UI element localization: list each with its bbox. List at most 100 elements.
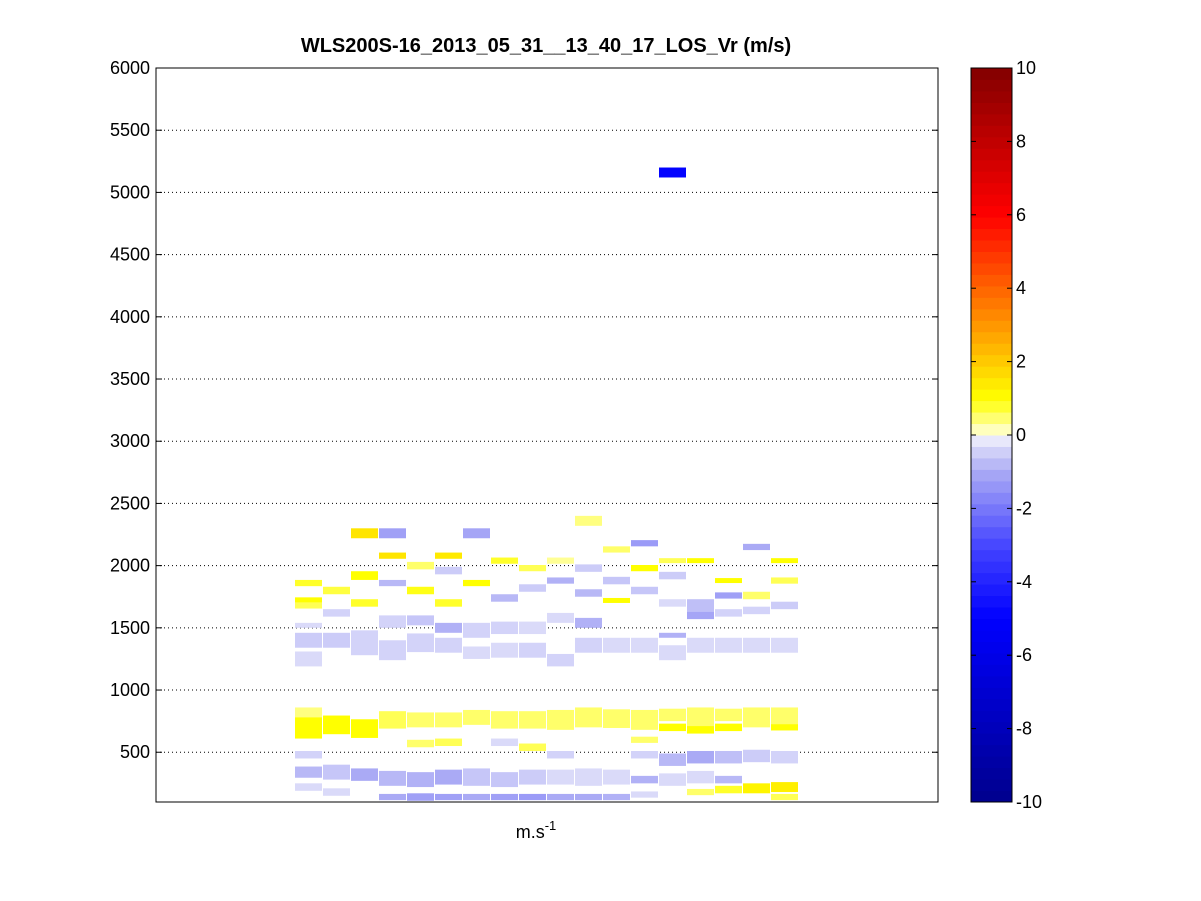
heatmap-cell: [743, 606, 770, 615]
heatmap-cell: [519, 711, 546, 729]
heatmap-cell: [491, 772, 518, 788]
heatmap-cell: [687, 599, 714, 612]
heatmap-cell: [631, 736, 658, 743]
colorbar-band: [971, 400, 1012, 413]
heatmap-cell: [323, 632, 350, 648]
colorbar-band: [971, 503, 1012, 516]
colorbar-tick-label: 2: [1016, 352, 1026, 372]
colorbar-band: [971, 217, 1012, 230]
colorbar-band: [971, 251, 1012, 264]
colorbar-band: [971, 492, 1012, 505]
colorbar-band: [971, 664, 1012, 677]
heatmap-cell: [491, 711, 518, 729]
heatmap-cell: [771, 750, 798, 764]
heatmap-cell: [463, 622, 490, 638]
heatmap-cell: [687, 637, 714, 653]
heatmap-cell: [547, 557, 574, 564]
heatmap-cell: [295, 632, 322, 648]
colorbar-band: [971, 79, 1012, 92]
colorbar-band: [971, 607, 1012, 619]
heatmap-cell: [715, 775, 742, 784]
heatmap-cell: [435, 599, 462, 607]
y-tick-label: 3000: [110, 431, 150, 451]
heatmap-cell: [519, 769, 546, 785]
heatmap-cell: [603, 576, 630, 585]
heatmap-cell: [659, 558, 686, 564]
y-tick-label: 3500: [110, 369, 150, 389]
colorbar-band: [971, 584, 1012, 597]
colorbar-band: [971, 285, 1012, 298]
heatmap-cell: [379, 770, 406, 786]
heatmap-cell: [631, 775, 658, 784]
colorbar-band: [971, 629, 1012, 642]
heatmap-cell: [547, 750, 574, 759]
heatmap-cell: [743, 543, 770, 551]
heatmap-cell: [379, 793, 406, 801]
heatmap-cell: [435, 712, 462, 728]
colorbar-band: [971, 377, 1012, 390]
colorbar-band: [971, 308, 1012, 321]
heatmap-cell: [631, 750, 658, 759]
colorbar-band: [971, 526, 1012, 539]
heatmap-cell: [603, 546, 630, 553]
colorbar-band: [971, 756, 1012, 769]
heatmap-cell: [743, 783, 770, 794]
colorbar-band: [971, 572, 1012, 585]
colorbar-band: [971, 538, 1012, 551]
colorbar-band: [971, 320, 1012, 333]
colorbar-band: [971, 675, 1012, 688]
colorbar-tick-label: -10: [1016, 792, 1042, 812]
heatmap-cell: [295, 750, 322, 759]
colorbar-band: [971, 595, 1012, 608]
colorbar-band: [971, 262, 1012, 275]
heatmap-cell: [435, 637, 462, 653]
heatmap-cell: [743, 707, 770, 728]
colorbar-band: [971, 297, 1012, 310]
plot-background: [156, 68, 938, 802]
heatmap-cell: [519, 743, 546, 751]
heatmap-cell: [295, 602, 322, 609]
heatmap-cell: [323, 764, 350, 780]
heatmap-cell: [407, 615, 434, 626]
x-axis-label-exponent: -1: [545, 818, 557, 833]
heatmap-cell: [743, 749, 770, 763]
heatmap-cell: [379, 711, 406, 729]
y-tick-label: 1000: [110, 680, 150, 700]
colorbar-band: [971, 435, 1012, 447]
colorbar-tick-label: 6: [1016, 205, 1026, 225]
heatmap-cell: [631, 709, 658, 730]
colorbar-band: [971, 194, 1012, 207]
heatmap-cell: [519, 621, 546, 635]
heatmap-cell: [575, 617, 602, 628]
heatmap-cell: [379, 640, 406, 661]
heatmap-cell: [379, 528, 406, 539]
colorbar-band: [971, 240, 1012, 252]
heatmap-cell: [603, 769, 630, 785]
chart-title: WLS200S-16_2013_05_31__13_40_17_LOS_Vr (…: [301, 35, 791, 57]
heatmap-cell: [659, 708, 686, 722]
heatmap-cell: [435, 552, 462, 559]
colorbar-band: [971, 698, 1012, 711]
heatmap-cell: [351, 719, 378, 738]
y-axis: 500 1000 1500 2000 2500 3000 3500 4000 4500 5000 5…: [110, 58, 938, 762]
colorbar-band: [971, 205, 1012, 218]
colorbar-band: [971, 412, 1012, 425]
plot-area: 500 1000 1500 2000 2500 3000 3500 4000 4500 5000 5…: [110, 58, 939, 803]
y-tick-label: 4000: [110, 307, 150, 327]
colorbar-band: [971, 733, 1012, 746]
colorbar-band: [971, 457, 1012, 470]
colorbar-band: [971, 136, 1012, 149]
y-tick-label: 4500: [110, 245, 150, 265]
y-tick-label: 5000: [110, 182, 150, 202]
heatmap-cell: [323, 788, 350, 796]
colorbar-band: [971, 228, 1012, 241]
heatmap-cell: [575, 589, 602, 597]
colorbar-band: [971, 469, 1012, 482]
heatmap-cell: [295, 707, 322, 718]
heatmap-cell: [771, 637, 798, 653]
heatmap-cell: [547, 612, 574, 623]
colorbar-band: [971, 652, 1012, 665]
colorbar-band: [971, 366, 1012, 379]
heatmap-cell: [603, 637, 630, 653]
heatmap-cell: [631, 637, 658, 653]
